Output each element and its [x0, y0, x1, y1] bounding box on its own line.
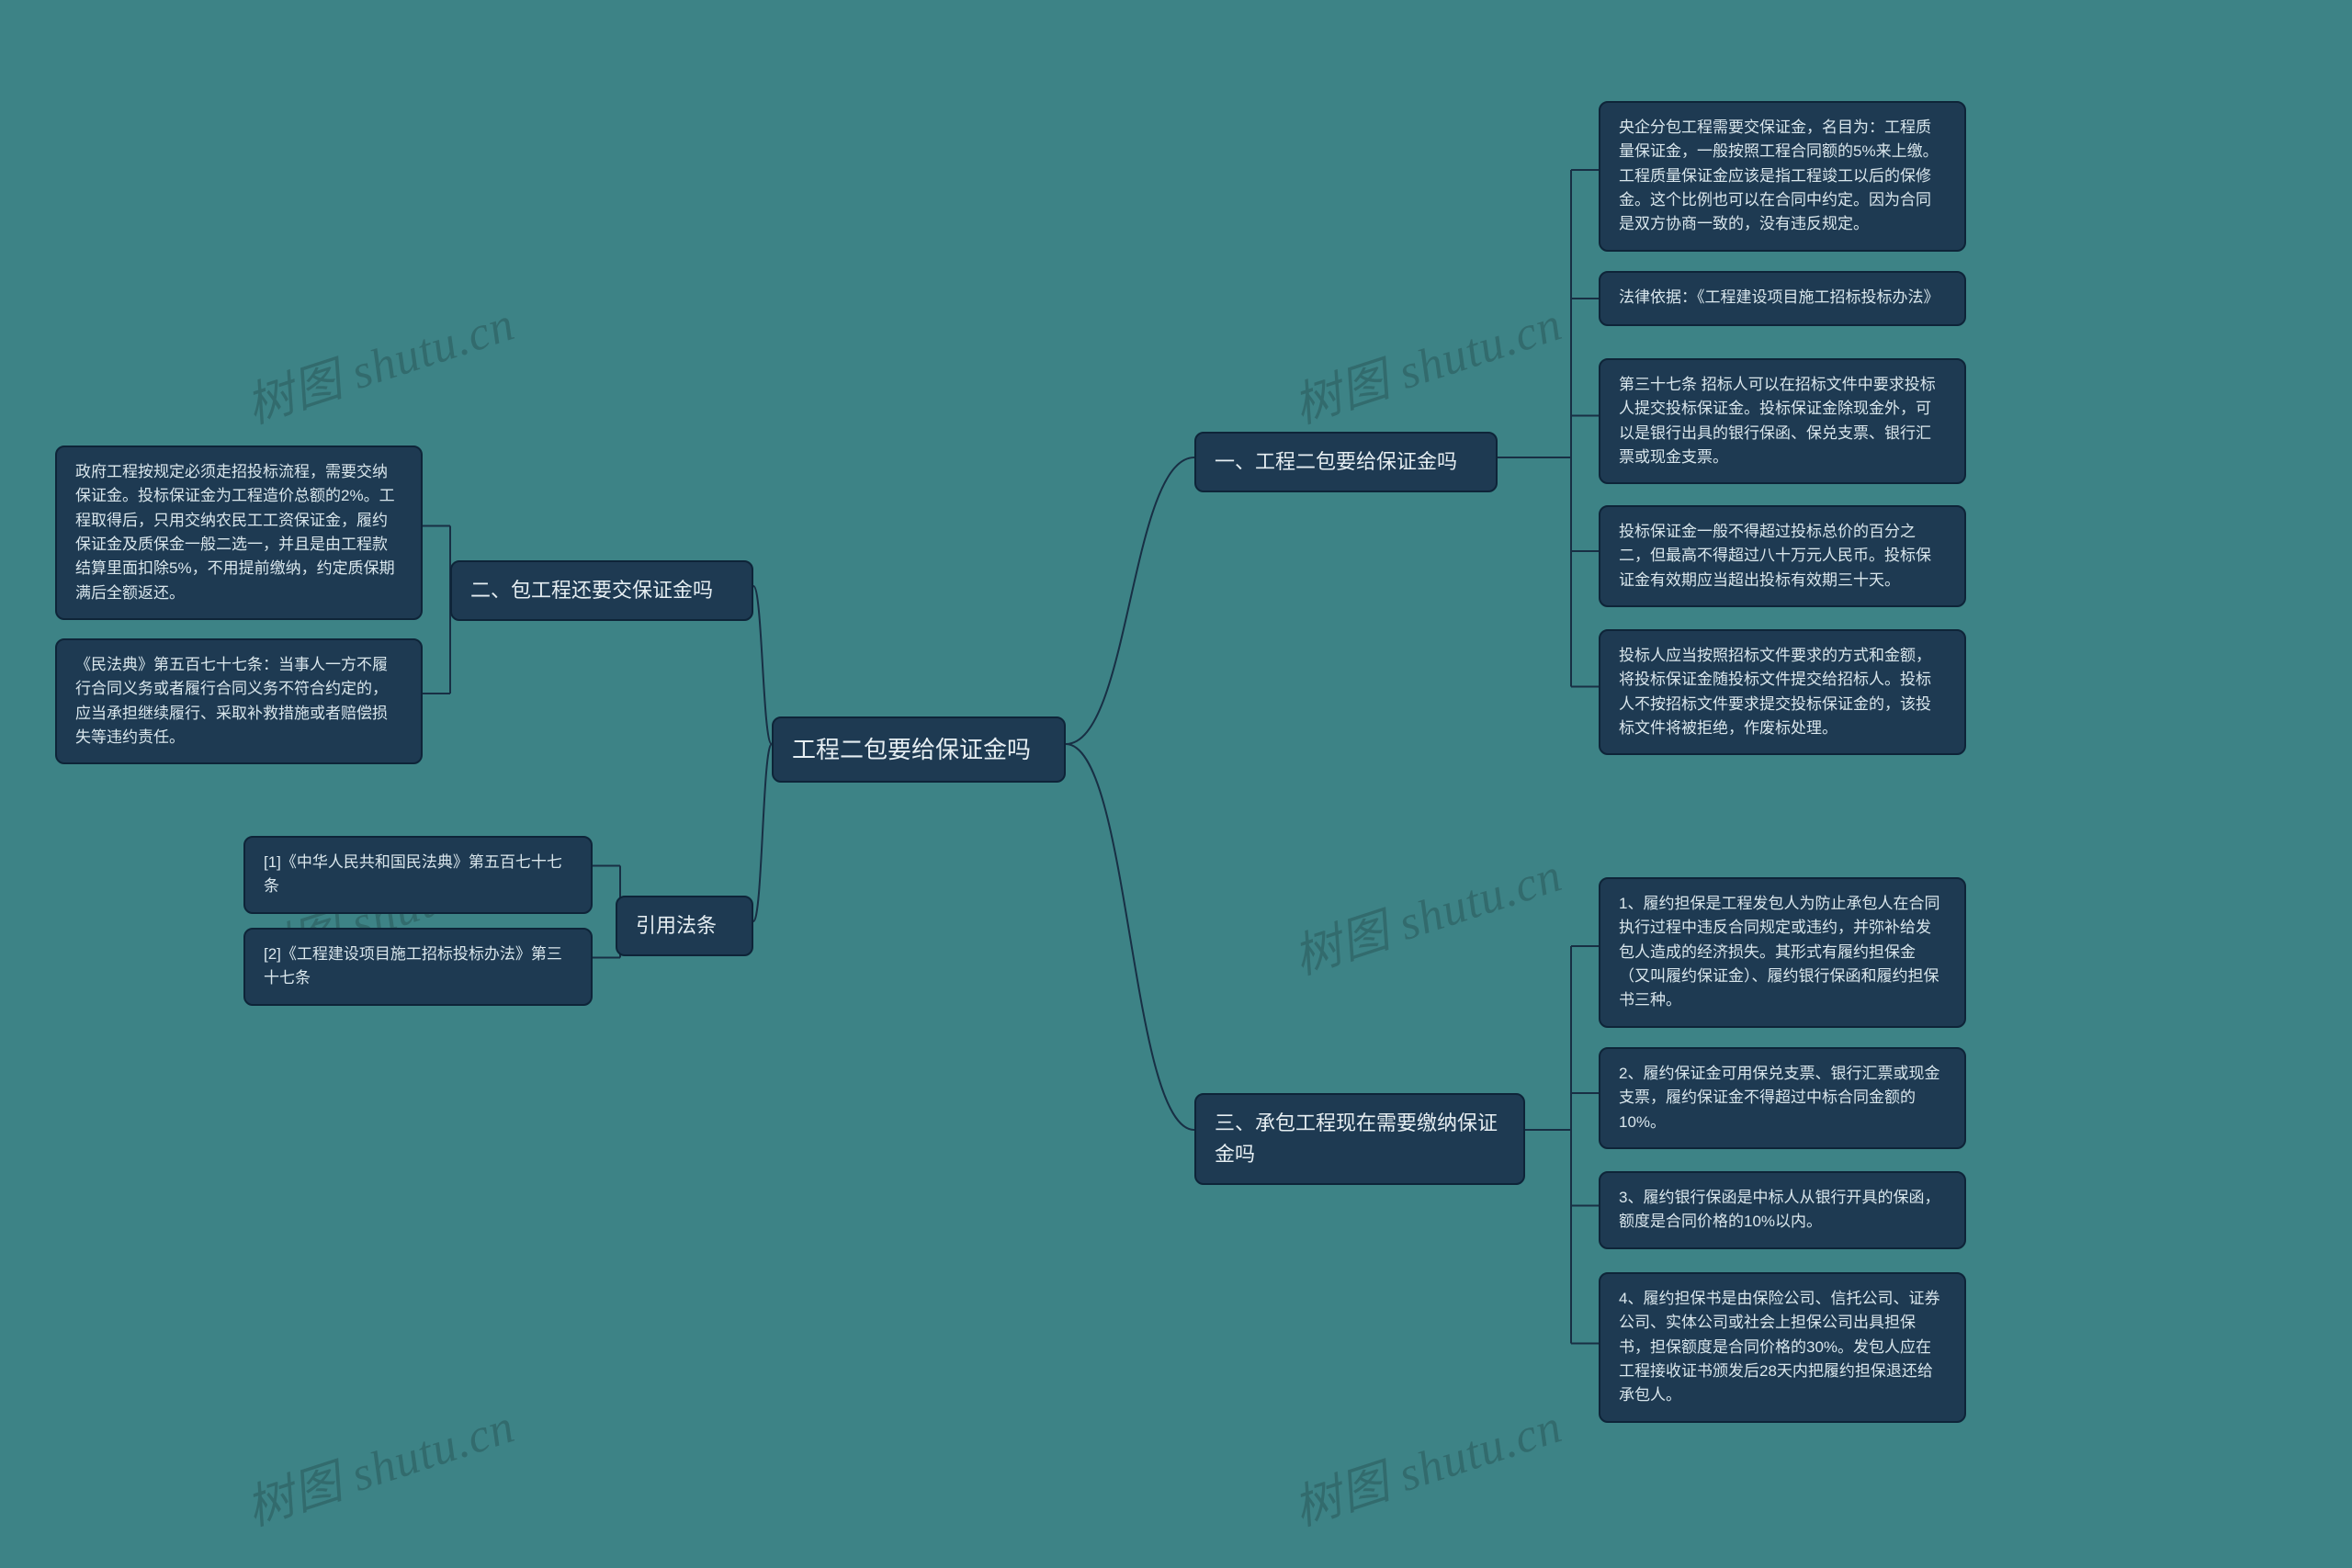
branch-node: 三、承包工程现在需要缴纳保证金吗: [1194, 1093, 1525, 1185]
leaf-node: 投标人应当按照招标文件要求的方式和金额，将投标保证金随投标文件提交给招标人。投标…: [1599, 629, 1966, 755]
leaf-node: 4、履约担保书是由保险公司、信托公司、证券公司、实体公司或社会上担保公司出具担保…: [1599, 1272, 1966, 1423]
leaf-node: [1]《中华人民共和国民法典》第五百七十七条: [243, 836, 593, 914]
watermark: 树图 shutu.cn: [236, 1387, 522, 1539]
leaf-node: 政府工程按规定必须走招投标流程，需要交纳保证金。投标保证金为工程造价总额的2%。…: [55, 446, 423, 620]
leaf-node: 《民法典》第五百七十七条：当事人一方不履行合同义务或者履行合同义务不符合约定的，…: [55, 638, 423, 764]
leaf-node: 法律依据：《工程建设项目施工招标投标办法》: [1599, 271, 1966, 326]
branch-node: 一、工程二包要给保证金吗: [1194, 432, 1498, 492]
branch-node: 二、包工程还要交保证金吗: [450, 560, 753, 621]
leaf-node: 2、履约保证金可用保兑支票、银行汇票或现金支票，履约保证金不得超过中标合同金额的…: [1599, 1047, 1966, 1149]
watermark: 树图 shutu.cn: [1283, 1387, 1569, 1539]
connector-layer: [0, 0, 2352, 1568]
watermark: 树图 shutu.cn: [1283, 836, 1569, 987]
branch-node: 引用法条: [616, 896, 753, 956]
leaf-node: 央企分包工程需要交保证金，名目为：工程质量保证金，一般按照工程合同额的5%来上缴…: [1599, 101, 1966, 252]
mindmap-canvas: 树图 shutu.cn 树图 shutu.cn 树图 shutu.cn 树图 shut…: [0, 0, 2352, 1568]
watermark: 树图 shutu.cn: [236, 285, 522, 436]
leaf-node: 投标保证金一般不得超过投标总价的百分之二，但最高不得超过八十万元人民币。投标保证…: [1599, 505, 1966, 607]
leaf-node: [2]《工程建设项目施工招标投标办法》第三十七条: [243, 928, 593, 1006]
leaf-node: 3、履约银行保函是中标人从银行开具的保函，额度是合同价格的10%以内。: [1599, 1171, 1966, 1249]
leaf-node: 第三十七条 招标人可以在招标文件中要求投标人提交投标保证金。投标保证金除现金外，…: [1599, 358, 1966, 484]
leaf-node: 1、履约担保是工程发包人为防止承包人在合同执行过程中违反合同规定或违约，并弥补给…: [1599, 877, 1966, 1028]
watermark: 树图 shutu.cn: [1283, 285, 1569, 436]
root-node: 工程二包要给保证金吗: [772, 716, 1066, 783]
